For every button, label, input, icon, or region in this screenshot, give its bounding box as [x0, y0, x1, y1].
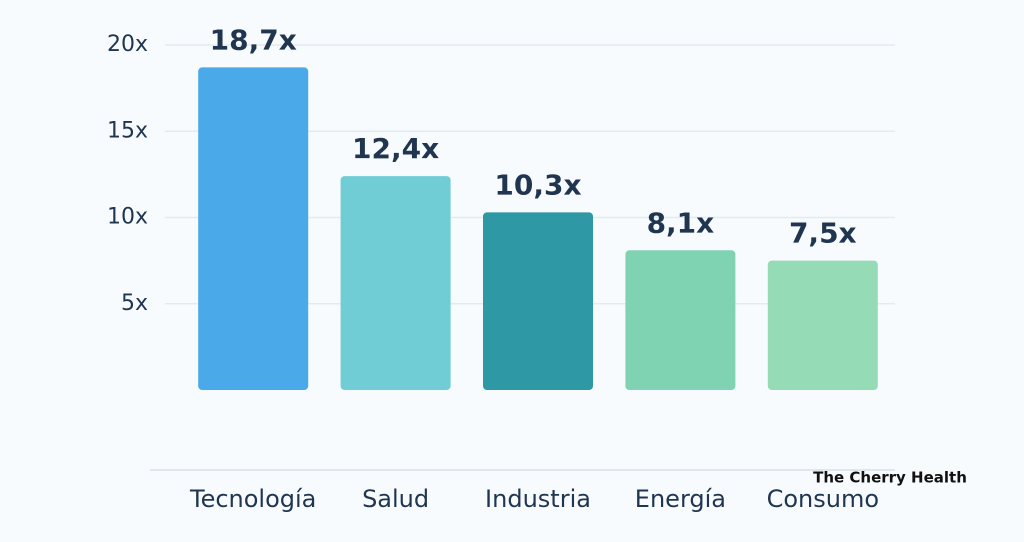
- value-label: 7,5x: [789, 217, 857, 250]
- y-tick-label: 10x: [107, 205, 148, 230]
- y-tick-label: 5x: [121, 291, 148, 316]
- value-label: 18,7x: [210, 23, 297, 56]
- value-label: 10,3x: [494, 168, 581, 201]
- y-tick-label: 15x: [107, 118, 148, 143]
- bar: [625, 250, 736, 390]
- x-tick-label: Tecnología: [189, 485, 316, 513]
- x-tick-label: Industria: [485, 485, 591, 513]
- value-label: 12,4x: [352, 132, 439, 165]
- x-tick-label: Energía: [635, 485, 726, 513]
- watermark: The Cherry Health: [813, 469, 967, 487]
- x-tick-label: Salud: [362, 485, 429, 513]
- bar: [767, 260, 878, 390]
- bar: [483, 212, 593, 390]
- bar: [340, 176, 451, 390]
- bar: [198, 67, 309, 391]
- x-tick-label: Consumo: [767, 485, 879, 513]
- value-label: 8,1x: [647, 206, 715, 239]
- y-tick-label: 20x: [107, 32, 148, 57]
